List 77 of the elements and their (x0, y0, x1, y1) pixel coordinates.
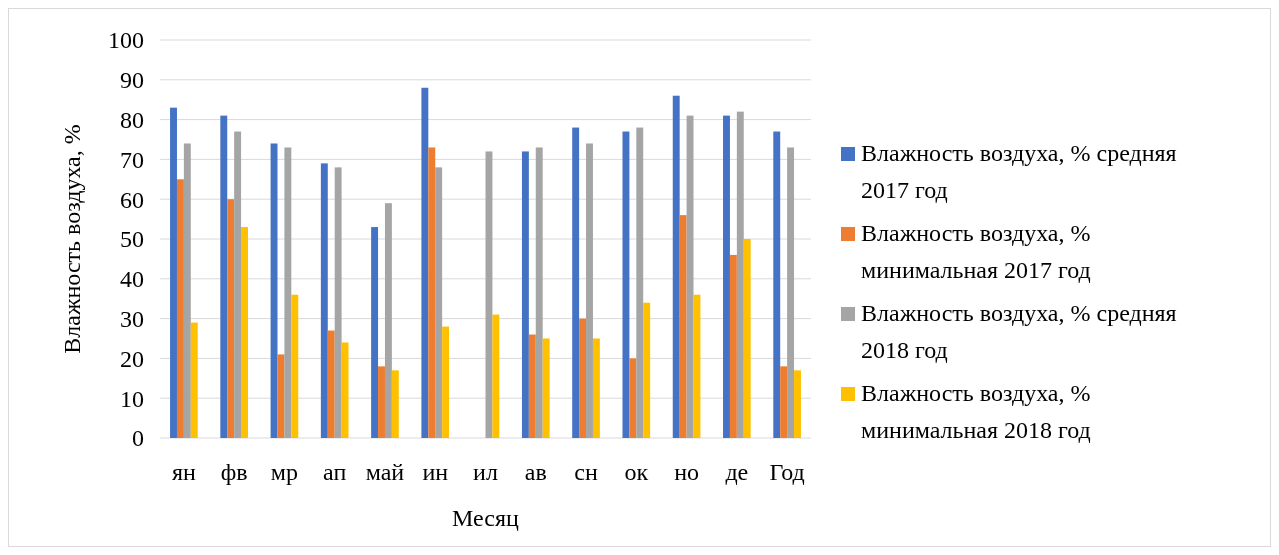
y-tick-label: 0 (132, 425, 144, 452)
legend-label: Влажность воздуха, % средняя 2018 год (861, 300, 1177, 363)
bar (183, 143, 191, 438)
bar (773, 131, 781, 438)
legend-label: Влажность воздуха, % минимальная 2017 год (861, 220, 1091, 283)
bar (629, 358, 637, 438)
y-tick-label: 40 (120, 266, 144, 293)
bar (622, 131, 630, 438)
x-axis-title: Месяц (452, 505, 520, 531)
bar (535, 147, 543, 438)
bar (729, 254, 737, 438)
y-tick-label: 20 (120, 345, 144, 372)
y-tick-label: 50 (120, 226, 144, 253)
y-axis-title: Влажность воздуха, % (59, 124, 85, 354)
y-tick-label: 80 (120, 107, 144, 133)
bar (428, 147, 436, 438)
bar (542, 338, 550, 438)
x-tick-label: ав (524, 459, 547, 485)
bar (327, 330, 335, 438)
bar (241, 227, 248, 438)
x-tick-label: но (674, 459, 699, 485)
x-tick-label: сн (574, 459, 598, 485)
x-tick-label: де (725, 459, 749, 485)
bar (391, 370, 399, 438)
bar (220, 115, 228, 438)
y-tick-label: 10 (120, 385, 144, 412)
x-tick-label: май (365, 459, 405, 485)
x-tick-label: мр (270, 459, 299, 485)
x-tick-label: Год (769, 459, 805, 485)
bar (435, 167, 443, 438)
y-tick-label: 30 (120, 306, 144, 332)
y-tick-label: 70 (120, 146, 144, 173)
bar (723, 115, 730, 438)
bar (334, 167, 342, 438)
bar (579, 318, 587, 438)
bar (378, 366, 385, 438)
bar (190, 322, 198, 438)
bar (679, 215, 687, 438)
bar (572, 127, 580, 438)
bar (736, 111, 744, 438)
bar (787, 147, 795, 438)
bar (176, 179, 184, 438)
bar (586, 143, 593, 438)
bar (521, 151, 529, 438)
bar (384, 203, 392, 438)
bar (270, 143, 278, 438)
bar (636, 127, 644, 438)
x-tick-label: ил (473, 459, 498, 485)
bar (672, 95, 680, 438)
y-tick-label: 60 (120, 186, 144, 213)
bar (592, 338, 600, 438)
bar (284, 147, 292, 438)
bar (371, 227, 379, 438)
bar (227, 199, 235, 438)
bar (341, 342, 349, 438)
legend-label: Влажность воздуха, % средняя 2017 год (861, 140, 1177, 203)
x-tick-label: ин (422, 459, 449, 485)
legend-label: Влажность воздуха, % минимальная 2018 год (861, 380, 1091, 443)
bar (320, 163, 328, 438)
bar (234, 131, 242, 438)
bar (442, 326, 450, 438)
bar (170, 107, 177, 438)
bar (421, 87, 429, 438)
x-tick-label: ян (171, 459, 196, 485)
y-tick-label: 90 (120, 67, 144, 94)
y-tick-label: 100 (108, 27, 144, 54)
bar (780, 366, 788, 438)
bar (794, 370, 801, 438)
bar (643, 302, 651, 438)
x-tick-label: ап (323, 459, 347, 485)
x-tick-label: ок (624, 459, 649, 485)
bar (528, 334, 536, 438)
bar (693, 294, 701, 438)
x-tick-label: фв (220, 459, 248, 485)
bar (291, 294, 299, 438)
bar (492, 314, 500, 438)
bar (743, 239, 751, 438)
